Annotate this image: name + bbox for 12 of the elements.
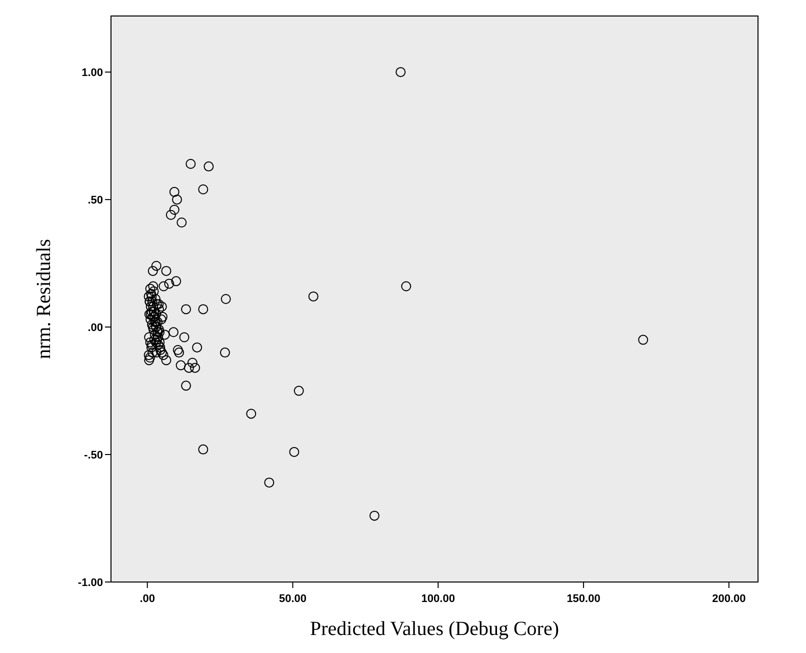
y-tick-label: -1.00 bbox=[78, 577, 103, 589]
y-tick-label: .00 bbox=[88, 322, 103, 334]
x-tick-label: .00 bbox=[140, 593, 155, 605]
y-tick-label: .50 bbox=[88, 194, 103, 207]
y-axis-title: nrm. Residuals bbox=[33, 238, 55, 359]
x-tick-label: 200.00 bbox=[712, 593, 746, 605]
x-axis-title: Predicted Values (Debug Core) bbox=[310, 618, 560, 640]
x-tick-label: 150.00 bbox=[566, 593, 600, 605]
y-tick-label: 1.00 bbox=[82, 67, 103, 80]
x-tick-label: 100.00 bbox=[421, 593, 455, 605]
x-tick-label: 50.00 bbox=[278, 593, 307, 605]
y-tick-label: -.50 bbox=[84, 450, 103, 462]
